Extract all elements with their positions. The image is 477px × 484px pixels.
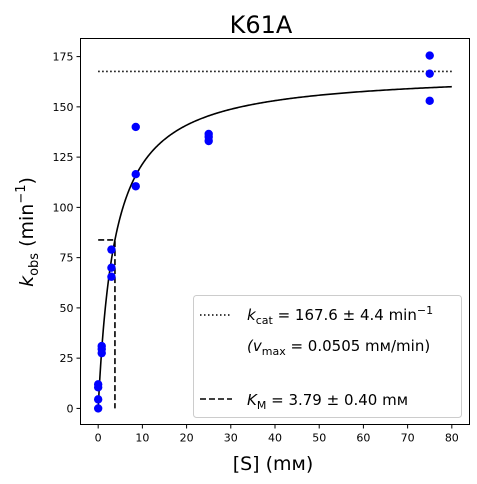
x-axis-label: [S] (mм) — [233, 453, 314, 475]
data-point — [131, 122, 140, 132]
y-label-main: k — [16, 275, 38, 287]
x-tick-label: 60 — [356, 432, 370, 445]
y-ticks: 0 25 50 75 100 125 150 175 — [53, 51, 81, 415]
chart-lines — [97, 70, 452, 409]
y-tick-label: 150 — [53, 101, 74, 114]
chart-points — [93, 51, 434, 413]
data-point — [93, 380, 103, 389]
y-label-sub: obs — [27, 253, 42, 276]
data-point — [107, 263, 116, 272]
data-point — [107, 245, 116, 254]
chart-title: K61A — [230, 11, 293, 39]
legend: kcat = 167.6 ± 4.4 min−1 (vmax = 0.0505 … — [193, 295, 462, 418]
legend-vmax-label: (vmax = 0.0505 mм/min) — [247, 337, 430, 358]
x-tick-label: 50 — [312, 432, 326, 445]
data-point — [93, 404, 103, 413]
x-tick-label: 80 — [445, 432, 459, 445]
y-axis-label: kobs (min−1) — [14, 177, 42, 287]
y-label-unit-open: (min — [16, 204, 38, 247]
x-tick-label: 0 — [95, 432, 102, 445]
legend-km-label: KM = 3.79 ± 0.40 mм — [247, 391, 408, 412]
x-tick-label: 70 — [401, 432, 415, 445]
data-point — [107, 272, 116, 281]
data-point — [425, 96, 434, 106]
data-point — [97, 341, 106, 351]
y-tick-label: 0 — [67, 402, 74, 415]
legend-box — [193, 295, 462, 418]
y-tick-label: 100 — [53, 201, 74, 214]
data-point — [204, 129, 213, 139]
y-tick-label: 175 — [53, 51, 74, 64]
y-tick-label: 25 — [60, 352, 74, 365]
x-tick-label: 10 — [135, 432, 149, 445]
x-ticks: 0 10 20 30 40 50 60 70 80 — [95, 424, 459, 445]
y-tick-label: 50 — [60, 302, 74, 315]
data-point — [131, 170, 140, 179]
data-point — [131, 182, 140, 191]
y-tick-label: 125 — [53, 151, 74, 164]
y-label-unit-exp: −1 — [14, 185, 29, 204]
x-tick-label: 40 — [268, 432, 282, 445]
plot-area: 0 10 20 30 40 50 60 70 80 0 25 50 75 100 125 150 175 — [53, 38, 470, 445]
data-point — [425, 69, 434, 78]
data-point — [425, 51, 434, 60]
x-tick-label: 20 — [180, 432, 194, 445]
y-label-unit-close: ) — [16, 177, 38, 184]
fit-curve — [97, 85, 452, 409]
y-tick-label: 75 — [60, 252, 74, 265]
data-point — [93, 395, 103, 404]
x-tick-label: 30 — [224, 432, 238, 445]
legend-kcat-label: kcat = 167.6 ± 4.4 min−1 — [247, 304, 433, 327]
km-line — [98, 239, 116, 409]
